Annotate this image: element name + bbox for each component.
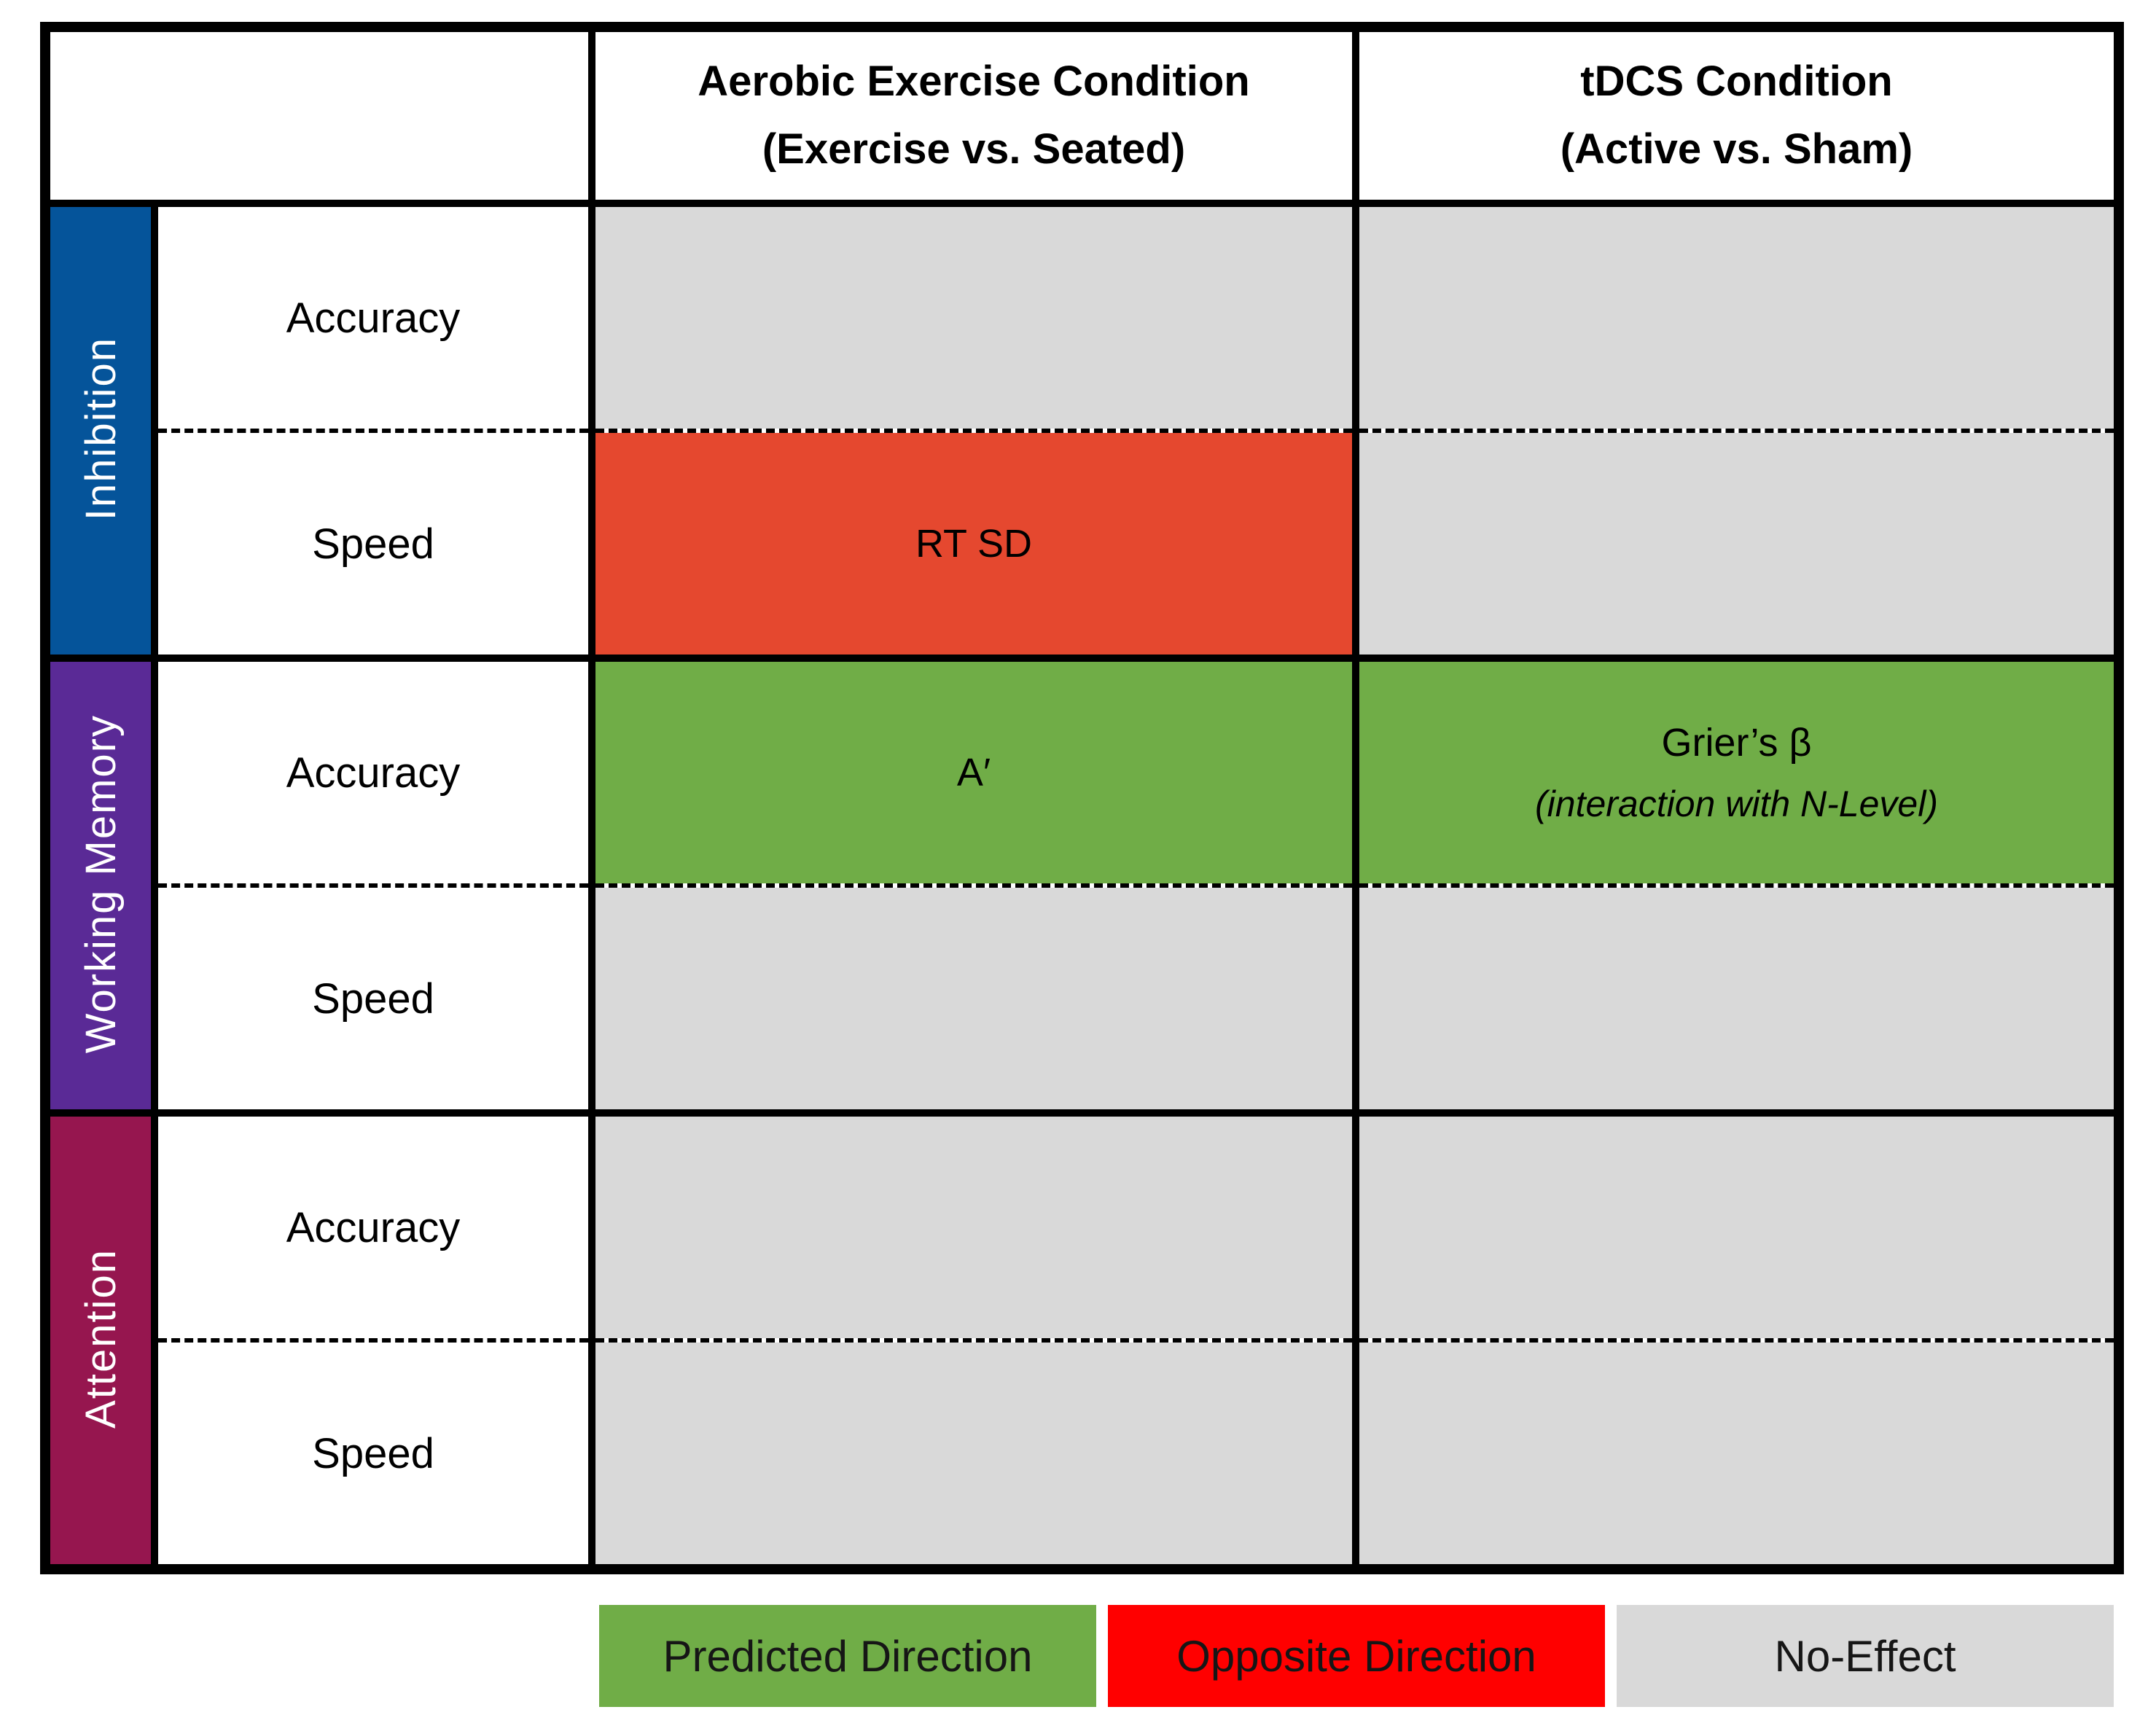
- row-working-memory-accuracy: Working Memory Accuracy A′ Grier’s β (in…: [42, 655, 2122, 1117]
- row-inhibition-speed: Speed RT SD: [45, 429, 2122, 662]
- legend-item-no-effect: No-Effect: [1617, 1605, 2114, 1707]
- result-cell-attention-speed-tdcs: [1352, 1338, 2122, 1573]
- measure-label-accuracy: Accuracy: [151, 200, 595, 433]
- column-title: Aerobic Exercise Condition: [698, 58, 1250, 106]
- result-cell-working-memory-speed-aerobic: [588, 883, 1359, 1117]
- result-cell-inhibition-accuracy-tdcs: [1352, 200, 2122, 433]
- result-cell-inhibition-speed-aerobic: RT SD: [588, 429, 1359, 662]
- column-header-aerobic: Aerobic Exercise Condition (Exercise vs.…: [588, 23, 1359, 207]
- cell-label: RT SD: [915, 521, 1033, 566]
- cell-label: A′: [956, 750, 991, 794]
- result-cell-working-memory-speed-tdcs: [1352, 883, 2122, 1117]
- legend-item-opposite-direction: Opposite Direction: [1108, 1605, 1605, 1707]
- column-title: tDCS Condition: [1580, 58, 1893, 106]
- column-subtitle: (Exercise vs. Seated): [762, 125, 1186, 173]
- result-cell-working-memory-accuracy-tdcs: Grier’s β (interaction with N-Level): [1352, 655, 2122, 888]
- row-inhibition-accuracy: Inhibition Accuracy: [42, 200, 2122, 662]
- result-cell-attention-accuracy-tdcs: [1352, 1109, 2122, 1343]
- result-cell-inhibition-accuracy-aerobic: [588, 200, 1359, 433]
- legend-label: Predicted Direction: [663, 1631, 1033, 1681]
- result-cell-working-memory-accuracy-aerobic: A′: [588, 655, 1359, 888]
- corner-cell: [42, 23, 595, 207]
- group-label: Attention: [77, 1249, 125, 1429]
- group-label: Inhibition: [77, 337, 125, 521]
- result-cell-attention-speed-aerobic: [588, 1338, 1359, 1573]
- result-cell-attention-accuracy-aerobic: [588, 1109, 1359, 1343]
- group-band-inhibition: Inhibition: [42, 200, 158, 662]
- column-header-tdcs: tDCS Condition (Active vs. Sham): [1352, 23, 2122, 207]
- cell-sublabel: (interaction with N-Level): [1535, 783, 1938, 824]
- measure-label-accuracy: Accuracy: [151, 1109, 595, 1343]
- legend-item-predicted-direction: Predicted Direction: [599, 1605, 1096, 1707]
- result-cell-inhibition-speed-tdcs: [1352, 429, 2122, 662]
- legend-label: No-Effect: [1774, 1631, 1956, 1681]
- measure-label-speed: Speed: [151, 883, 595, 1117]
- group-label: Working Memory: [77, 714, 125, 1054]
- header-row: Aerobic Exercise Condition (Exercise vs.…: [42, 23, 2122, 207]
- legend-label: Opposite Direction: [1176, 1631, 1536, 1681]
- group-band-working-memory: Working Memory: [42, 655, 158, 1117]
- row-attention-speed: Speed: [45, 1338, 2122, 1573]
- results-table: Aerobic Exercise Condition (Exercise vs.…: [40, 22, 2124, 1574]
- measure-label-accuracy: Accuracy: [151, 655, 595, 888]
- measure-label-speed: Speed: [151, 429, 595, 662]
- cell-label: Grier’s β: [1661, 721, 1812, 765]
- measure-label-speed: Speed: [151, 1338, 595, 1573]
- column-subtitle: (Active vs. Sham): [1560, 125, 1913, 173]
- legend: Predicted Direction Opposite Direction N…: [599, 1605, 2114, 1707]
- row-attention-accuracy: Attention Accuracy: [42, 1109, 2122, 1573]
- group-band-attention: Attention: [42, 1109, 158, 1573]
- row-working-memory-speed: Speed: [45, 883, 2122, 1117]
